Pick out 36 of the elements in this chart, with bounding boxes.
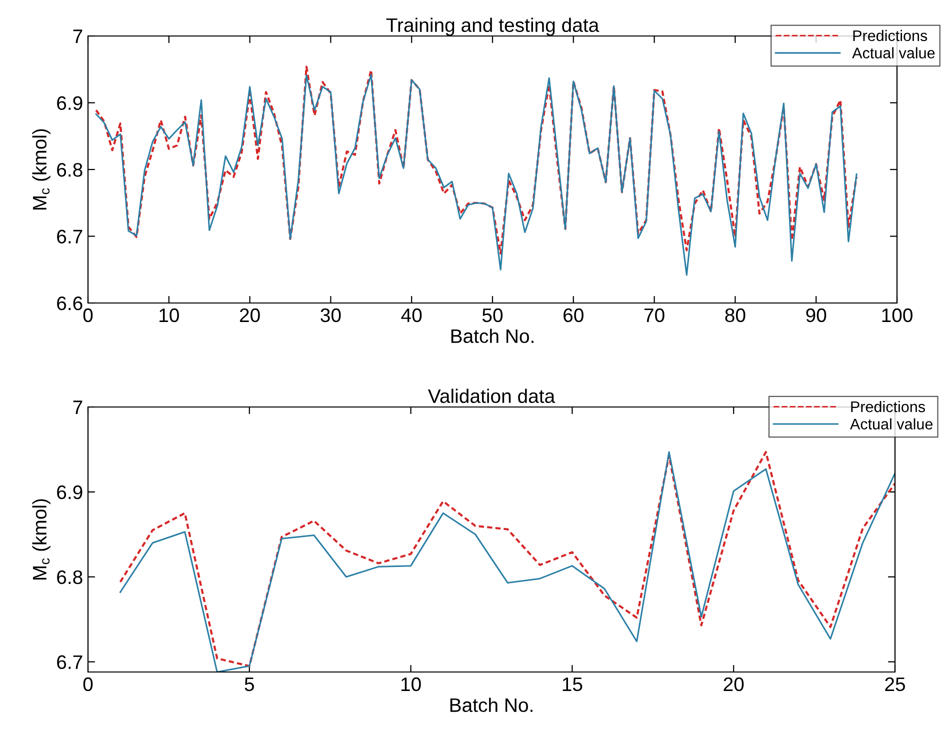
y-tick-label: 6.7 (57, 655, 82, 670)
x-tick-label: 60 (564, 308, 584, 322)
x-tick-label: 0 (83, 677, 93, 692)
y-tick-label: 6.6 (57, 296, 82, 310)
x-tick-label: 70 (644, 308, 664, 322)
x-tick-label: 80 (725, 308, 746, 322)
x-tick-label: 15 (562, 678, 582, 692)
chart-title: Training and testing data (386, 18, 600, 36)
x-tick-label: 0 (83, 308, 93, 322)
x-tick-label: 50 (482, 308, 503, 322)
legend-label: Predictions (853, 30, 928, 42)
legend-label: Predictions (851, 400, 925, 412)
y-axis-title: M$_{c}$ (kmol) (32, 129, 50, 210)
y-tick-label: 6.7 (57, 230, 82, 244)
y-tick-label: 6.9 (57, 485, 82, 500)
y-tick-label: 7 (73, 400, 82, 414)
chart-title: Validation data (428, 388, 556, 404)
x-tick-label: 10 (160, 308, 179, 322)
y-axis-title: M$_{c}$ (kmol) (32, 499, 50, 580)
x-tick-label: 20 (240, 308, 260, 322)
x-tick-label: 25 (885, 677, 905, 692)
y-tick-label: 6.8 (57, 162, 82, 177)
legend-label: Actual value (852, 47, 935, 58)
x-axis-title: Batch No. (451, 328, 534, 344)
y-tick-label: 6.8 (57, 570, 82, 584)
x-tick-label: 5 (244, 678, 254, 692)
x-axis-title: Batch No. (450, 698, 532, 712)
x-tick-label: 90 (806, 308, 826, 322)
y-tick-label: 6.9 (57, 96, 82, 110)
y-tick-label: 7 (73, 30, 82, 44)
x-tick-label: 30 (320, 308, 341, 322)
x-tick-label: 10 (401, 677, 421, 692)
x-tick-label: 40 (401, 308, 422, 322)
x-tick-label: 20 (724, 677, 744, 692)
x-tick-label: 100 (882, 308, 912, 322)
legend-label: Actual value (850, 418, 933, 430)
